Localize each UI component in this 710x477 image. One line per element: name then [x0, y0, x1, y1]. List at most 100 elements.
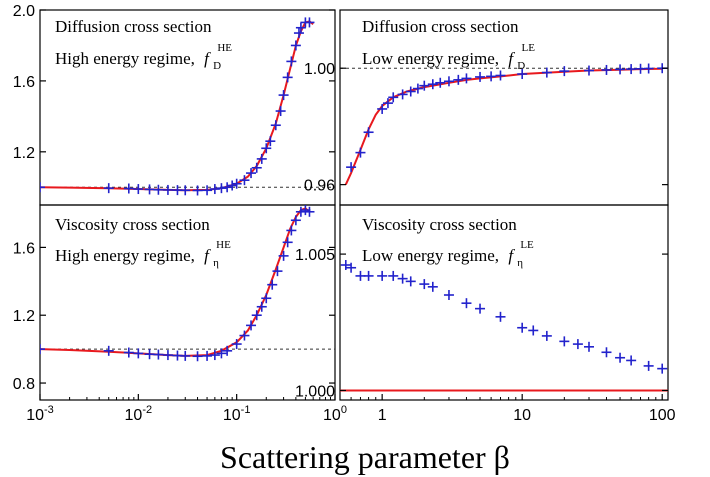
symbol-subscript: η — [517, 257, 523, 269]
data-point — [293, 28, 304, 39]
data-point — [405, 276, 416, 287]
data-point — [583, 341, 594, 352]
theory-curve — [344, 67, 663, 186]
plot-frame — [39, 9, 336, 206]
y-tick-label: 1.6 — [13, 74, 35, 91]
data-point — [231, 339, 242, 350]
symbol-subscript: η — [213, 257, 219, 269]
data-point — [346, 262, 357, 273]
data-point — [282, 72, 293, 83]
symbol-base: f — [508, 246, 515, 265]
panel-subtitle: Low energy regime, f D LE — [362, 42, 535, 73]
panel-bottom-left: 0.8 1.2 1.6 10-3 10-2 10-1 100 Viscosity cros… — [13, 204, 347, 424]
panel-title: Diffusion cross section — [362, 17, 519, 36]
data-point — [495, 311, 506, 322]
data-point — [346, 162, 357, 173]
data-point — [272, 266, 283, 277]
panel-bottom-right: 1.000 1.005 1 10 100 Viscosity cross sectio… — [295, 204, 676, 424]
y-tick-label: 1.2 — [13, 145, 35, 162]
symbol-base: f — [204, 246, 211, 265]
data-point — [475, 303, 486, 314]
x-tick-label: 10-3 — [26, 404, 54, 424]
data-point — [363, 127, 374, 138]
panel-title: Viscosity cross section — [55, 215, 210, 234]
data-point — [123, 183, 134, 194]
plot-frame — [39, 204, 336, 401]
data-point — [209, 350, 220, 361]
symbol-superscript: LE — [522, 42, 536, 54]
data-point — [290, 215, 301, 226]
symbol-superscript: LE — [520, 239, 534, 251]
data-point — [405, 86, 416, 97]
data-point — [435, 77, 446, 88]
data-point — [144, 184, 155, 195]
data-point — [216, 183, 227, 194]
panel-subtitle: Low energy regime, f η LE — [362, 239, 534, 270]
data-point — [282, 237, 293, 248]
data-point — [246, 168, 257, 179]
data-point — [239, 330, 250, 341]
data-point — [419, 80, 430, 91]
x-axis-label: Scattering parameter β — [220, 439, 510, 475]
data-point — [601, 64, 612, 75]
data-point — [295, 22, 306, 33]
data-point — [162, 184, 173, 195]
y-tick-label: 2.0 — [13, 3, 35, 20]
data-point — [231, 178, 242, 189]
data-point — [286, 56, 297, 67]
data-point — [227, 180, 238, 191]
data-point — [382, 98, 393, 109]
data-point — [377, 270, 388, 281]
data-point — [419, 279, 430, 290]
data-point — [267, 279, 278, 290]
data-point — [278, 90, 289, 101]
symbol-subscript: D — [213, 60, 221, 72]
data-point — [251, 310, 262, 321]
data-point — [162, 350, 173, 361]
data-point — [572, 339, 583, 350]
x-tick-label: 10-1 — [223, 404, 251, 424]
data-point — [304, 206, 315, 217]
data-point — [180, 185, 191, 196]
data-point — [559, 336, 570, 347]
panel-top-left: 1.2 1.6 2.0 Diffusion cross section High e… — [13, 3, 336, 206]
y-tick-label: 0.96 — [304, 178, 335, 195]
data-point — [615, 64, 626, 75]
y-tick-label: 1.000 — [295, 383, 335, 400]
data-point — [133, 348, 144, 359]
data-point — [583, 65, 594, 76]
data-point — [601, 347, 612, 358]
data-point — [222, 345, 233, 356]
x-tick-label: 10-2 — [125, 404, 153, 424]
panel-title: Viscosity cross section — [362, 215, 517, 234]
data-point — [202, 185, 213, 196]
data-point — [251, 162, 262, 173]
data-point — [541, 67, 552, 78]
plot-frame — [339, 9, 669, 206]
data-point — [363, 270, 374, 281]
data-point — [615, 352, 626, 363]
data-point — [278, 250, 289, 261]
data-point — [144, 349, 155, 360]
data-point — [261, 143, 272, 154]
x-tick-label: 1 — [378, 407, 387, 424]
symbol-superscript: HE — [216, 239, 231, 251]
y-tick-label: 1.005 — [295, 247, 335, 264]
subtitle-text: Low energy regime, — [362, 49, 499, 68]
data-point — [427, 281, 438, 292]
data-point — [153, 349, 164, 360]
symbol-base: f — [508, 49, 515, 68]
data-point — [643, 360, 654, 371]
data-point — [412, 83, 423, 94]
symbol-subscript: D — [517, 60, 525, 72]
plot-frame — [339, 204, 669, 401]
data-point — [443, 76, 454, 87]
data-point — [304, 17, 315, 28]
data-point — [461, 298, 472, 309]
y-tick-label: 1.6 — [13, 240, 35, 257]
data-point — [192, 351, 203, 362]
data-point — [202, 350, 213, 361]
data-point — [486, 71, 497, 82]
data-point — [222, 182, 233, 193]
data-point — [355, 147, 366, 158]
